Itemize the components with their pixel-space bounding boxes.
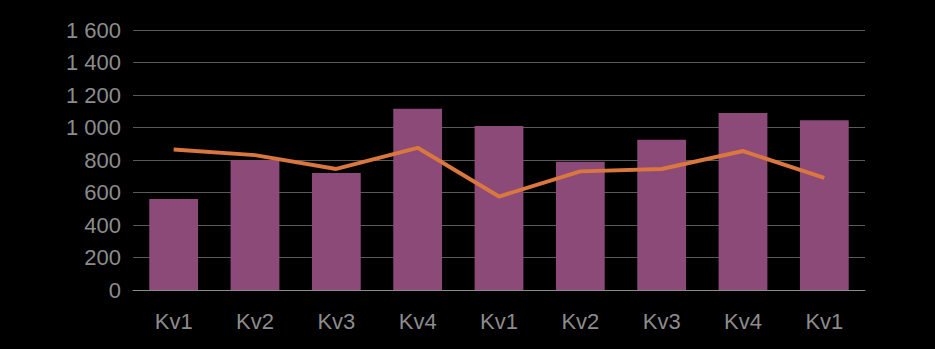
- svg-text:200: 200: [84, 245, 121, 270]
- svg-text:1 600: 1 600: [66, 18, 121, 43]
- svg-text:Kv3: Kv3: [317, 309, 355, 334]
- svg-text:600: 600: [84, 180, 121, 205]
- svg-text:Kv4: Kv4: [399, 309, 437, 334]
- svg-text:Kv1: Kv1: [480, 309, 518, 334]
- svg-text:800: 800: [84, 148, 121, 173]
- svg-text:Kv2: Kv2: [561, 309, 599, 334]
- svg-text:Kv4: Kv4: [724, 309, 762, 334]
- svg-text:0: 0: [109, 278, 121, 303]
- svg-text:1 400: 1 400: [66, 50, 121, 75]
- svg-text:Kv3: Kv3: [643, 309, 681, 334]
- svg-text:1 000: 1 000: [66, 115, 121, 140]
- svg-text:400: 400: [84, 213, 121, 238]
- svg-text:1 200: 1 200: [66, 83, 121, 108]
- svg-text:Kv1: Kv1: [155, 309, 193, 334]
- svg-text:Kv2: Kv2: [236, 309, 274, 334]
- svg-text:Kv1: Kv1: [805, 309, 843, 334]
